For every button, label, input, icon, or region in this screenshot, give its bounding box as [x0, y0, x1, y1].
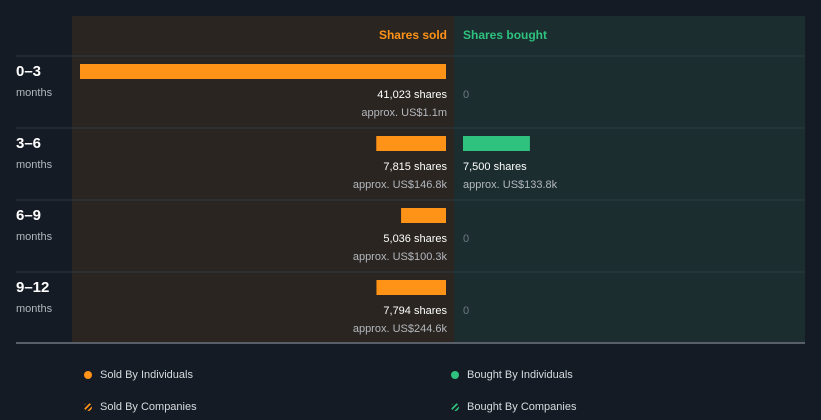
period-0-sold-value: approx. US$1.1m: [361, 107, 447, 119]
period-2-label: 6–9: [16, 207, 41, 224]
legend-bought-companies-swatch: [451, 403, 459, 411]
period-2-sold-shares: 5,036 shares: [383, 233, 447, 245]
period-1-bought-value: approx. US$133.8k: [463, 179, 558, 191]
period-2-sold-bar: [401, 208, 446, 223]
period-3-label: 9–12: [16, 279, 49, 296]
legend-sold-companies-label: Sold By Companies: [100, 401, 197, 413]
period-2-sold-value: approx. US$100.3k: [353, 251, 448, 263]
period-0-sold-bar: [80, 64, 446, 79]
legend-sold-companies-swatch: [84, 403, 92, 411]
period-1-label: 3–6: [16, 135, 41, 152]
period-2-bought-zero: 0: [463, 233, 469, 245]
period-0-sold-shares: 41,023 shares: [377, 89, 447, 101]
header-shares-bought: Shares bought: [463, 28, 547, 42]
period-1-unit: months: [16, 159, 53, 171]
period-0-bought-zero: 0: [463, 89, 469, 101]
period-1-sold-bar: [376, 136, 446, 151]
period-1-bought-bar: [463, 136, 530, 151]
legend-bought-individuals-swatch: [451, 371, 459, 379]
legend-sold-companies: Sold By Companies: [84, 401, 197, 413]
period-3-sold-bar: [376, 280, 446, 295]
period-0-unit: months: [16, 87, 53, 99]
period-3-unit: months: [16, 303, 53, 315]
legend-sold-individuals-label: Sold By Individuals: [100, 369, 193, 381]
period-1-sold-shares: 7,815 shares: [383, 161, 447, 173]
bought-panel: [454, 16, 805, 342]
legend-bought-companies-label: Bought By Companies: [467, 401, 577, 413]
period-3-sold-shares: 7,794 shares: [383, 305, 447, 317]
legend-sold-individuals: Sold By Individuals: [84, 369, 193, 381]
legend-bought-companies: Bought By Companies: [451, 401, 576, 413]
period-3-bought-zero: 0: [463, 305, 469, 317]
legend-bought-individuals: Bought By Individuals: [451, 369, 573, 381]
period-1-bought-shares: 7,500 shares: [463, 161, 527, 173]
period-2-unit: months: [16, 231, 53, 243]
header-shares-sold: Shares sold: [379, 28, 447, 42]
period-0-label: 0–3: [16, 63, 41, 80]
period-1-sold-value: approx. US$146.8k: [353, 179, 448, 191]
legend-bought-individuals-label: Bought By Individuals: [467, 369, 573, 381]
legend-sold-individuals-swatch: [84, 371, 92, 379]
period-3-sold-value: approx. US$244.6k: [353, 323, 448, 335]
